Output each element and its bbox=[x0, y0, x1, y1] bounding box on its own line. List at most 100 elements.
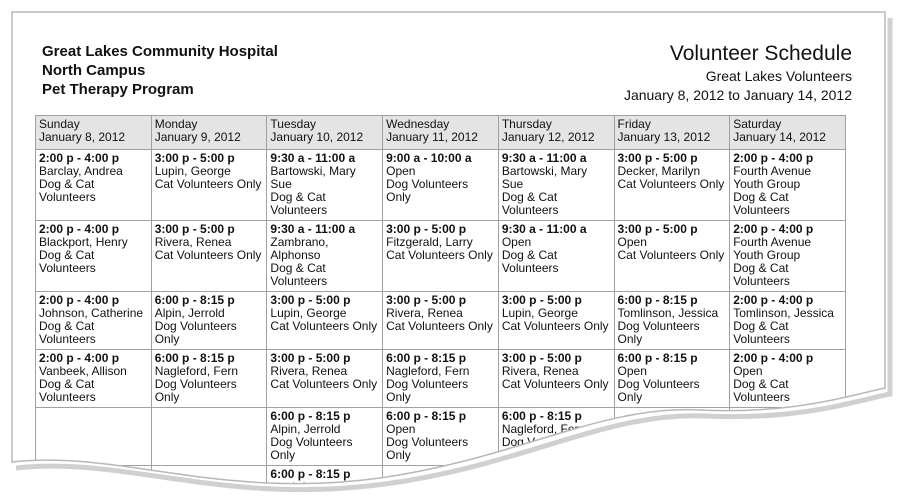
volunteer-name: Rivera, Renea bbox=[270, 364, 348, 378]
volunteer-group: Cat Volunteers Only bbox=[386, 319, 493, 333]
volunteer-name: Alpin, Jerrold bbox=[270, 422, 341, 436]
day-name: Thursday bbox=[501, 117, 552, 131]
slot-cell: 2:00 p - 4:00 p Fourth Avenue Youth Group… bbox=[729, 149, 846, 221]
slot-time: 6:00 p - 8:15 p bbox=[270, 467, 351, 481]
slot-cell: 2:00 p - 4:00 p Blackport, Henry Dog & Cat… bbox=[35, 220, 152, 292]
volunteer-name: Alpin, Jerrold bbox=[154, 306, 225, 320]
slot-time: 3:00 p - 5:00 p bbox=[501, 351, 582, 365]
slot-cell: 3:00 p - 5:00 p Open Cat Volunteers Only bbox=[613, 220, 731, 292]
slot-time: 9:30 a - 11:00 a bbox=[270, 151, 356, 165]
day-date: January 11, 2012 bbox=[386, 130, 478, 144]
slot-time: 3:00 p - 5:00 p bbox=[270, 293, 351, 307]
volunteer-group: Cat Volunteers Only bbox=[386, 248, 493, 262]
volunteer-group: Dog & Cat Volunteers bbox=[501, 248, 559, 275]
volunteer-group: Cat Volunteers Only bbox=[617, 177, 725, 191]
volunteer-group: Dog Volunteers Only bbox=[386, 435, 469, 462]
slot-time: 6:00 p - 8:15 p bbox=[154, 293, 235, 307]
volunteer-group: Dog Volunteers Only bbox=[154, 319, 237, 346]
slot-time: 2:00 p - 4:00 p bbox=[733, 151, 814, 165]
volunteer-name: Nagleford, Fern bbox=[154, 364, 239, 378]
slot-time: 6:00 p - 8:15 p bbox=[154, 351, 235, 365]
volunteer-group: Cat Volunteers Only bbox=[154, 248, 262, 262]
volunteer-name: Zambrano, Alphonso bbox=[270, 235, 329, 262]
volunteer-group: Dog Volunteers Only bbox=[270, 435, 353, 462]
slot-time: 3:00 p - 5:00 p bbox=[501, 293, 582, 307]
volunteer-name: Decker, Marilyn bbox=[617, 164, 701, 178]
slot-row: 2:00 p - 4:00 p Vanbeek, Allison Dog & Cat… bbox=[35, 349, 846, 408]
volunteer-name: Bartowski, Mary Sue bbox=[501, 164, 588, 191]
slot-cell: 6:00 p - 8:15 p Open Dog Volunteers Only bbox=[613, 349, 731, 408]
volunteer-name: Open bbox=[386, 164, 416, 178]
slot-time: 3:00 p - 5:00 p bbox=[617, 222, 698, 236]
volunteer-group: Dog Volunteers Only bbox=[386, 377, 469, 404]
volunteer-name: Fourth Avenue Youth Group bbox=[733, 235, 812, 262]
volunteer-name: Lupin, George bbox=[501, 306, 578, 320]
slot-time: 6:00 p - 8:15 p bbox=[617, 351, 698, 365]
volunteer-group: Dog & Cat Volunteers bbox=[501, 190, 559, 217]
title: Volunteer Schedule bbox=[669, 42, 852, 65]
volunteer-group: Dog & Cat Volunteers bbox=[270, 261, 328, 288]
volunteer-name: Open bbox=[386, 422, 416, 436]
day-header: Friday January 13, 2012 bbox=[613, 115, 731, 150]
volunteer-name: Rivera, Renea bbox=[386, 306, 463, 320]
volunteer-name: Open bbox=[617, 364, 647, 378]
volunteer-group: Cat Volunteers Only bbox=[501, 319, 609, 333]
slot-cell: 9:30 a - 11:00 a Bartowski, Mary Sue Dog &… bbox=[266, 149, 384, 221]
day-name: Wednesday bbox=[386, 117, 450, 131]
volunteer-name: Open bbox=[733, 364, 763, 378]
day-date: January 12, 2012 bbox=[501, 130, 595, 144]
tear-mask bbox=[0, 388, 900, 503]
slot-time: 2:00 p - 4:00 p bbox=[733, 351, 814, 365]
slot-cell: 3:00 p - 5:00 p Rivera, Renea Cat Voluntee… bbox=[266, 349, 384, 408]
volunteer-name: Open bbox=[501, 235, 532, 249]
slot-cell: 2:00 p - 4:00 p Open Dog & Cat Volunteers bbox=[729, 349, 846, 408]
paper-shadow bbox=[15, 18, 893, 493]
slot-time: 9:30 a - 11:00 a bbox=[501, 151, 587, 165]
slot-time: 9:30 a - 11:00 a bbox=[270, 222, 356, 236]
slot-time: 3:00 p - 5:00 p bbox=[386, 222, 467, 236]
volunteer-group: Dog & Cat Volunteers bbox=[39, 177, 96, 204]
slot-time: 2:00 p - 4:00 p bbox=[39, 293, 120, 307]
slot-time: 6:00 p - 8:15 p bbox=[386, 351, 467, 365]
slot-time: 9:00 a - 10:00 a bbox=[386, 151, 472, 165]
slot-time: 3:00 p - 5:00 p bbox=[154, 222, 235, 236]
volunteer-group: Dog & Cat Volunteers bbox=[39, 319, 96, 346]
slot-cell: 3:00 p - 5:00 p Lupin, George Cat Voluntee… bbox=[266, 291, 384, 350]
group: Great Lakes Volunteers bbox=[705, 68, 852, 84]
volunteer-name: Johnson, Catherine bbox=[39, 306, 144, 320]
volunteer-group: Dog & Cat Volunteers bbox=[733, 377, 790, 404]
volunteer-name: Rivera, Renea bbox=[501, 364, 579, 378]
slot-time: 9:30 a - 11:00 a bbox=[501, 222, 587, 236]
day-name: Saturday bbox=[733, 117, 782, 131]
slot-cell: 2:00 p - 4:00 p Fourth Avenue Youth Group… bbox=[729, 220, 846, 292]
volunteer-group: Dog Volunteers Only bbox=[617, 377, 700, 404]
day-date: January 14, 2012 bbox=[733, 130, 826, 144]
date-range: January 8, 2012 to January 14, 2012 bbox=[623, 87, 852, 103]
slot-cell: 2:00 p - 4:00 p Johnson, Catherine Dog & C… bbox=[35, 291, 152, 350]
slot-time: 2:00 p - 4:00 p bbox=[39, 151, 120, 165]
volunteer-name: Tomlinson, Jessica bbox=[733, 306, 834, 320]
slot-cell: 9:30 a - 11:00 a Zambrano, Alphonso Dog & … bbox=[266, 220, 384, 292]
day-header: Tuesday January 10, 2012 bbox=[266, 115, 384, 150]
slot-row: 2:00 p - 4:00 p Blackport, Henry Dog & Cat… bbox=[35, 220, 846, 292]
day-header: Saturday January 14, 2012 bbox=[729, 115, 846, 150]
slot-time: 3:00 p - 5:00 p bbox=[270, 351, 351, 365]
volunteer-group: Dog Volunteers Only bbox=[386, 177, 469, 204]
slot-cell: 3:00 p - 5:00 p Lupin, George Cat Voluntee… bbox=[150, 149, 268, 221]
campus: North Campus bbox=[42, 62, 146, 79]
volunteer-group: Dog Volunteers Only bbox=[617, 319, 700, 346]
day-date: January 9, 2012 bbox=[154, 130, 241, 144]
volunteer-group: Cat Volunteers Only bbox=[617, 248, 725, 262]
volunteer-group: Dog & Cat Volunteers bbox=[733, 261, 790, 288]
slot-cell: 3:00 p - 5:00 p Rivera, Renea Cat Voluntee… bbox=[497, 349, 615, 408]
slot-time: 3:00 p - 5:00 p bbox=[386, 293, 467, 307]
day-date: January 13, 2012 bbox=[617, 130, 711, 144]
slot-row: 2:00 p - 4:00 p Barclay, Andrea Dog & Cat … bbox=[35, 149, 846, 221]
slot-time: 6:00 p - 8:15 p bbox=[386, 409, 467, 423]
volunteer-name: Nagleford, Fern bbox=[386, 364, 470, 378]
volunteer-group: Dog Volunteers Only bbox=[154, 377, 237, 404]
volunteer-group: Cat Volunteers Only bbox=[270, 319, 378, 333]
volunteer-group: Cat Volunteers Only bbox=[501, 377, 609, 391]
volunteer-name: Lupin, George bbox=[270, 306, 347, 320]
